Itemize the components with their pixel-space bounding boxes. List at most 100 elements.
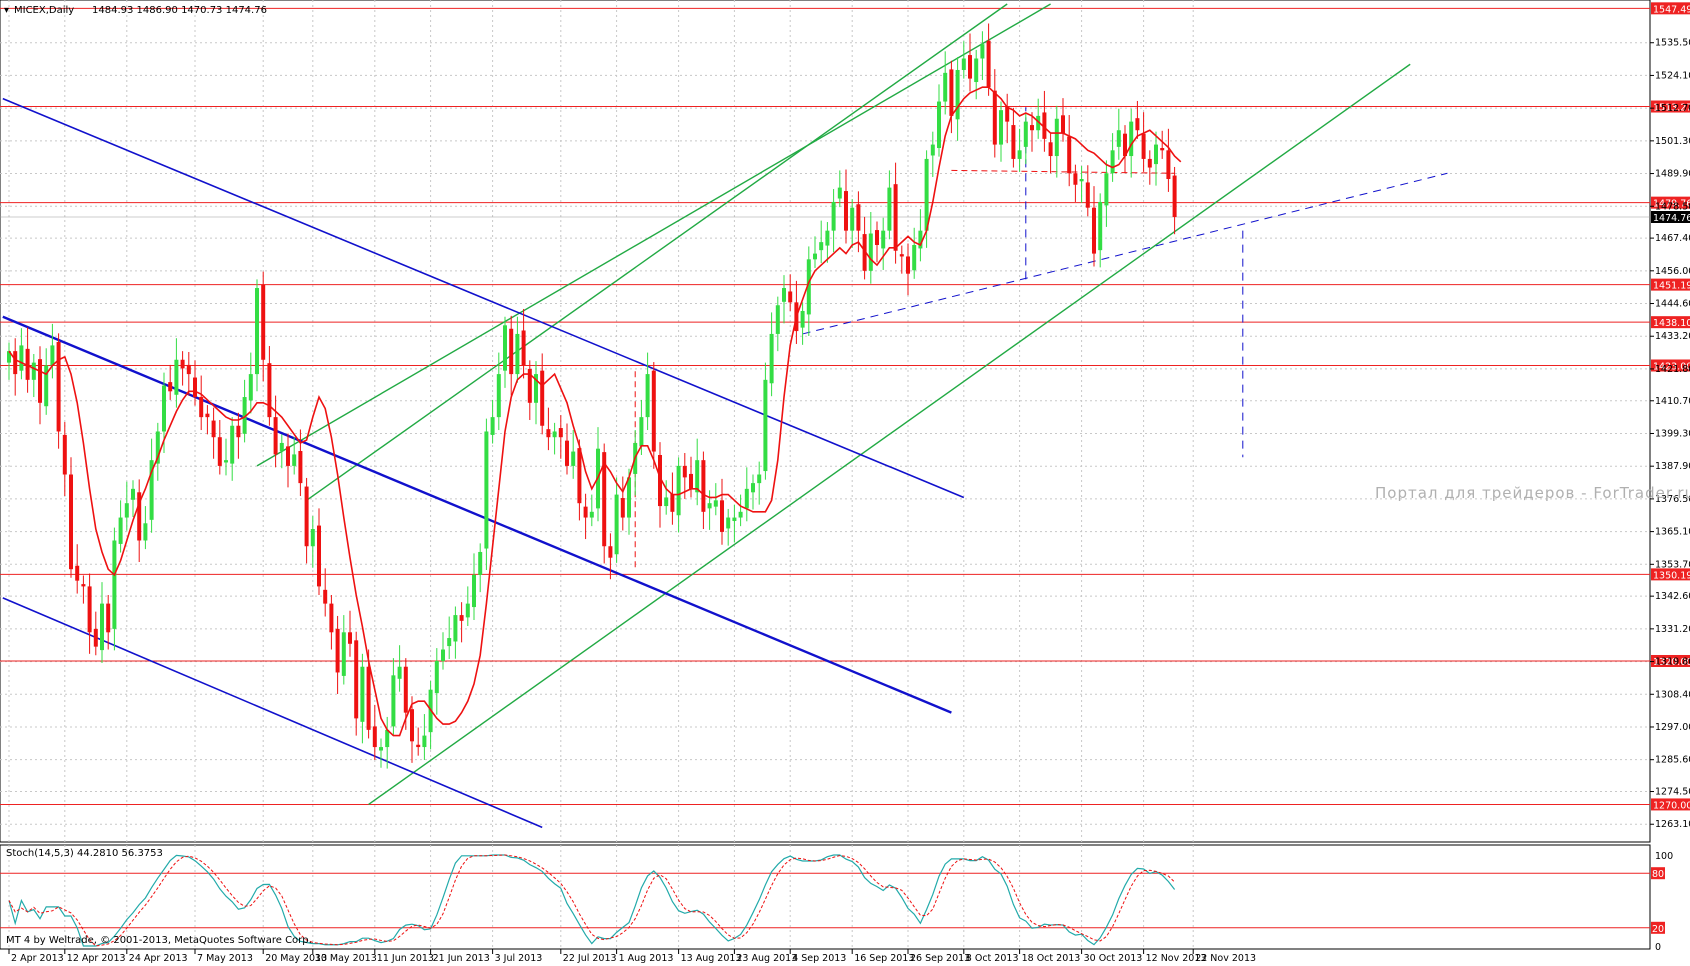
candle-body: [602, 452, 607, 547]
candle-body: [757, 474, 762, 484]
candle-body: [1054, 118, 1059, 157]
price-tick-label: 1524.10: [1655, 70, 1690, 81]
candle-body: [986, 40, 991, 88]
stoch-signal-line: [8, 854, 1175, 947]
candle-body: [193, 377, 197, 398]
candle-body: [1036, 115, 1041, 131]
candle-body: [850, 207, 855, 231]
level-tag-label: 1479.76: [1653, 199, 1690, 210]
price-tick-label: 1285.60: [1655, 755, 1690, 766]
date-label: 13 Aug 2013: [681, 953, 742, 964]
candle-body: [478, 551, 483, 575]
date-label: 30 May 2013: [315, 953, 377, 964]
candle-body: [93, 628, 98, 647]
candle-body: [887, 187, 892, 231]
candle-body: [112, 540, 117, 629]
candle-body: [25, 348, 30, 380]
candle-body: [341, 632, 346, 676]
candle-body: [75, 565, 80, 581]
stoch-main-line: [8, 854, 1176, 947]
candle-body: [974, 58, 979, 83]
candle-body: [943, 72, 948, 102]
candle-body: [38, 359, 42, 403]
candle-body: [658, 455, 662, 507]
candle-body: [769, 333, 774, 384]
candle-body: [664, 497, 669, 507]
date-label: 16 Sep 2013: [854, 953, 914, 964]
candle-body: [955, 69, 960, 120]
stoch-header: Stoch(14,5,3) 44.2810 56.3753: [6, 848, 163, 859]
level-tag-label: 1438.10: [1653, 318, 1690, 329]
candle-body: [1067, 136, 1072, 174]
candle-body: [558, 428, 563, 438]
candle-body: [676, 465, 681, 516]
price-tick-label: 1512.70: [1655, 103, 1690, 114]
candle-body: [335, 628, 340, 673]
level-tag: [1651, 278, 1690, 291]
candle-body: [1104, 173, 1109, 206]
candle-body: [286, 446, 290, 466]
blue-channel-lower: [2, 597, 543, 829]
date-label: 24 Apr 2013: [129, 953, 188, 964]
level-tag: [1651, 316, 1690, 329]
candle-body: [788, 291, 793, 303]
candle-body: [937, 101, 941, 149]
green-channel-lower: [368, 63, 1411, 806]
level-tag-label: 1547.49: [1653, 4, 1690, 15]
candle-body: [279, 442, 284, 451]
price-tick-label: 1297.00: [1655, 722, 1690, 733]
candle-body: [608, 546, 613, 558]
ma-line: [8, 86, 1182, 737]
candle-body: [552, 431, 557, 438]
candle-body: [682, 465, 687, 478]
stoch-axis-label: 100: [1655, 851, 1673, 862]
candle-body: [168, 382, 173, 392]
stochastic-oscillator: 80 20 100 0: [0, 851, 1673, 953]
candle-body: [534, 374, 538, 403]
candle-body: [732, 517, 737, 521]
candle-body: [1154, 144, 1158, 165]
candle-body: [856, 204, 861, 231]
candle-body: [961, 58, 966, 70]
candle-body: [329, 603, 334, 633]
date-label: 4 Sep 2013: [792, 953, 846, 964]
candle-body: [744, 488, 749, 509]
date-label: 12 Apr 2013: [67, 953, 126, 964]
candle-body: [348, 632, 352, 644]
date-label: 1 Aug 2013: [619, 953, 674, 964]
candle-body: [372, 726, 377, 748]
candle-body: [13, 351, 18, 375]
level-tag-label: 1423.00: [1653, 361, 1690, 372]
price-tick-label: 1535.50: [1655, 38, 1690, 49]
level-lines[interactable]: 1547.49 1513.27 1479.76 1451.19 1438.10 1423.…: [0, 2, 1690, 811]
candle-body: [1017, 150, 1022, 159]
candle-body: [521, 330, 526, 366]
stoch-level-tag: [1651, 867, 1665, 880]
candle-body: [726, 517, 731, 529]
candle-body: [825, 230, 830, 246]
level-tag-label: 1270.00: [1653, 800, 1690, 811]
candle-body: [447, 638, 452, 647]
channel-lines[interactable]: [2, 3, 1448, 829]
candle-body: [143, 523, 148, 541]
candle-body: [490, 417, 495, 435]
candle-body: [186, 364, 191, 375]
candle-body: [50, 345, 55, 366]
candle-body: [503, 325, 507, 371]
green-channel-middle: [306, 3, 1008, 501]
candle-body: [69, 474, 73, 570]
current-price-label: 1474.76: [1653, 213, 1690, 224]
candle-body: [62, 434, 67, 475]
level-tag: [1651, 100, 1690, 113]
level-tag: [1651, 196, 1690, 209]
candle-body: [31, 362, 36, 380]
candle-body: [980, 44, 985, 59]
date-label: 2 Apr 2013: [11, 953, 64, 964]
price-tick-label: 1308.40: [1655, 689, 1690, 700]
candle-body: [403, 666, 408, 713]
candle-body: [19, 345, 24, 371]
candle-body: [620, 498, 625, 518]
candle-body: [422, 735, 427, 748]
candle-body: [242, 397, 247, 434]
